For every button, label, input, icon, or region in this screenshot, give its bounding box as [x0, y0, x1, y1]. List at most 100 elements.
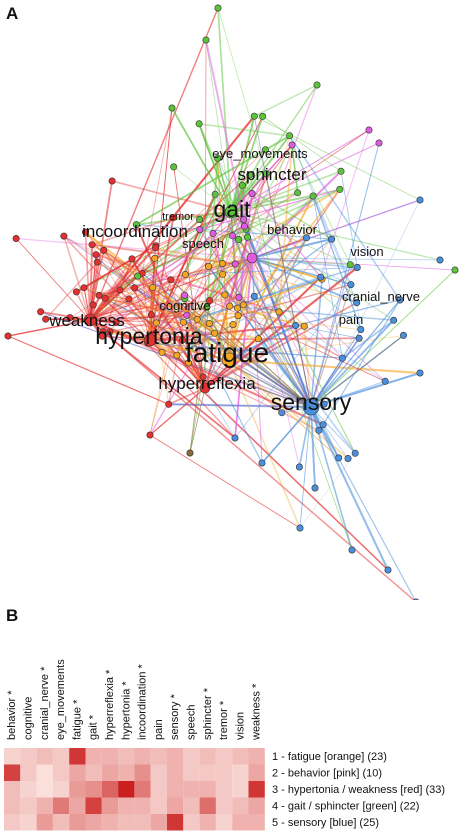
graph-edge — [91, 216, 174, 246]
graph-node — [317, 273, 325, 281]
graph-edge — [152, 263, 236, 288]
graph-edge — [204, 266, 358, 389]
graph-edge — [119, 219, 200, 291]
graph-edge — [253, 296, 312, 408]
heatmap-cell — [183, 748, 200, 765]
graph-node — [179, 336, 187, 344]
heatmap-cell — [183, 781, 200, 798]
graph-edge — [204, 39, 207, 389]
heatmap-cell — [52, 781, 70, 798]
graph-edge — [208, 219, 245, 301]
heatmap-cell — [69, 814, 86, 831]
graph-edge — [229, 305, 394, 322]
graph-node — [183, 311, 191, 319]
heatmap-cell — [4, 814, 21, 831]
graph-node — [311, 484, 319, 492]
heatmap-cell — [150, 797, 167, 814]
graph-edge — [249, 174, 280, 313]
graph-edge — [295, 299, 401, 327]
graph-node — [131, 284, 139, 292]
heatmap-cell — [20, 781, 37, 798]
graph-edge — [342, 199, 421, 359]
graph-node — [211, 329, 219, 337]
heatmap-cell — [134, 764, 151, 781]
heatmap-cell — [118, 797, 135, 814]
graph-edge — [136, 224, 332, 240]
graph-edge — [168, 387, 206, 406]
heatmap-column-label: fatigue * — [71, 699, 83, 740]
heatmap-cell — [248, 764, 265, 781]
graph-node — [42, 315, 50, 323]
heatmap-cell — [167, 764, 184, 781]
graph-edge — [89, 319, 324, 426]
graph-node — [353, 263, 361, 271]
graph-node — [416, 369, 424, 377]
graph-node — [239, 301, 247, 309]
graph-edge — [40, 311, 312, 408]
graph-edge — [230, 116, 256, 213]
graph-node — [205, 262, 213, 270]
network-labels: eye_movements sphincter gait tremor behavior… — [48, 146, 420, 415]
graph-node — [214, 4, 222, 12]
graph-edge — [299, 406, 312, 529]
graph-node — [93, 258, 101, 266]
graph-edge — [170, 279, 312, 408]
graph-edge — [230, 188, 340, 213]
graph-node — [224, 205, 238, 219]
graph-node — [296, 524, 304, 532]
graph-node — [315, 426, 323, 434]
graph-edge — [231, 173, 267, 237]
graph-edge — [230, 135, 291, 213]
graph-node — [211, 190, 219, 198]
graph-edge — [310, 269, 456, 408]
graph-edge — [322, 424, 340, 459]
graph-node — [89, 301, 97, 309]
graph-edge — [15, 238, 91, 321]
heatmap-cell — [52, 748, 70, 765]
graph-node — [231, 434, 239, 442]
graph-node — [229, 321, 237, 329]
graph-edge — [109, 314, 187, 333]
graph-node — [167, 276, 175, 284]
graph-edge — [184, 193, 217, 275]
graph-node — [233, 304, 241, 312]
graph-node — [181, 270, 189, 278]
heatmap-cell — [134, 748, 151, 765]
graph-node — [240, 216, 248, 224]
graph-edge — [131, 258, 230, 307]
graph-node — [302, 234, 310, 242]
graph-edge — [261, 406, 312, 464]
heatmap-row-label: 3 - hypertonia / weakness [red] (33) — [272, 784, 445, 796]
graph-edge — [310, 406, 349, 459]
graph-node — [37, 308, 45, 316]
graph-edge — [310, 142, 380, 408]
graph-edge — [303, 326, 312, 408]
heatmap-cell — [118, 814, 135, 831]
graph-node — [309, 192, 317, 200]
graph-edge — [310, 406, 416, 600]
graph-edge — [238, 315, 361, 331]
graph-edge — [262, 116, 342, 172]
graph-edge — [185, 267, 358, 275]
graph-node — [262, 170, 270, 178]
graph-node — [258, 459, 266, 467]
graph-node — [219, 270, 227, 278]
heatmap-cell — [85, 764, 102, 781]
heatmap-cell — [183, 764, 200, 781]
graph-edge — [141, 107, 173, 274]
graph-node — [181, 291, 189, 299]
graph-node — [416, 196, 424, 204]
heatmap-cell — [36, 781, 53, 798]
graph-node — [101, 294, 109, 302]
graph-edge — [230, 211, 356, 454]
graph-node — [278, 409, 286, 417]
graph-node — [292, 321, 300, 329]
graph-edge — [299, 453, 356, 529]
graph-node — [250, 112, 258, 120]
graph-node — [300, 322, 308, 330]
heatmap-column-label: incoordination * — [137, 663, 149, 740]
graph-edge — [176, 228, 247, 356]
graph-node — [173, 351, 181, 359]
heatmap-column-label: pain — [153, 719, 165, 740]
heatmap-column-label: gait * — [88, 714, 100, 740]
